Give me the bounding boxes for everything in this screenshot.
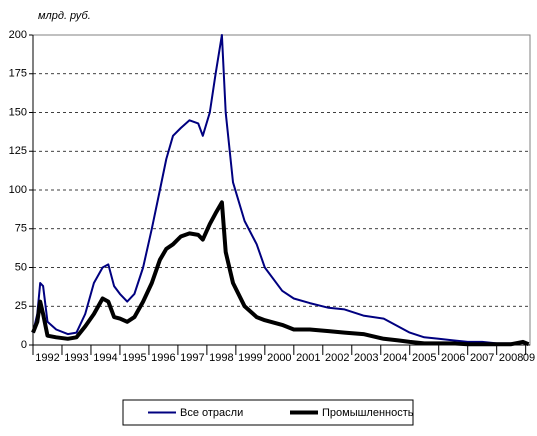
x-tick-label: 2005 <box>412 352 436 364</box>
x-tick-label: 1999 <box>238 352 262 364</box>
x-tick-label: 2002 <box>325 352 349 364</box>
x-tick-label: 1997 <box>180 352 204 364</box>
y-tick-label: 100 <box>9 184 27 196</box>
x-tick-label: 2003 <box>354 352 378 364</box>
y-tick-label: 175 <box>9 68 27 80</box>
y-tick-label: 75 <box>15 223 27 235</box>
x-tick-label: 1995 <box>122 352 146 364</box>
x-tick-label: 2004 <box>383 352 407 364</box>
x-tick-label: 2007 <box>470 352 494 364</box>
y-tick-label: 125 <box>9 145 27 157</box>
x-tick-label: 1998 <box>209 352 233 364</box>
x-tick-label: 1996 <box>151 352 175 364</box>
x-tick-label: 2001 <box>296 352 320 364</box>
x-tick-label: 1994 <box>93 352 117 364</box>
x-tick-label: 2008 <box>499 352 523 364</box>
y-tick-label: 25 <box>15 300 27 312</box>
x-tick-label: 2000 <box>267 352 291 364</box>
y-axis-label: млрд. руб. <box>38 10 91 22</box>
y-tick-label: 0 <box>21 339 27 351</box>
legend-label: Промышленность <box>322 407 414 419</box>
y-tick-label: 150 <box>9 106 27 118</box>
x-tick-label: 1992 <box>35 352 59 364</box>
series-line <box>31 200 530 347</box>
series-line <box>32 34 529 345</box>
y-tick-label: 50 <box>15 261 27 273</box>
x-tick-label: 1993 <box>64 352 88 364</box>
legend-label: Все отрасли <box>180 407 243 419</box>
x-tick-label: 09 <box>523 352 535 364</box>
y-tick-label: 200 <box>9 29 27 41</box>
x-tick-label: 2006 <box>441 352 465 364</box>
